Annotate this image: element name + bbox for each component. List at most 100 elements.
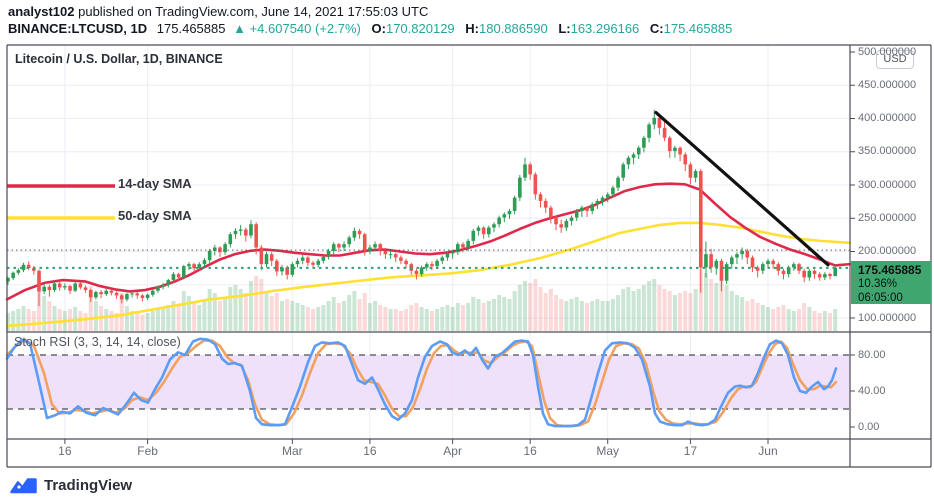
candle-body (176, 274, 181, 278)
volume-bar (424, 309, 429, 331)
sma50-label[interactable]: 50-day SMA (118, 208, 192, 223)
candle-body (523, 164, 527, 178)
volume-bar (140, 315, 145, 331)
volume-bar (662, 289, 667, 331)
candle-body (430, 264, 434, 267)
volume-bar (285, 299, 290, 331)
low-value: 163.296166 (570, 21, 640, 36)
chart-title: Litecoin / U.S. Dollar, 1D, BINANCE (15, 52, 223, 66)
volume-bar (781, 305, 786, 331)
candle-body (745, 250, 750, 258)
candle-body (378, 244, 383, 251)
volume-bar (807, 307, 812, 331)
volume-bar (171, 301, 176, 331)
volume-bar (724, 285, 729, 331)
candle-body (766, 260, 770, 265)
candle-body (461, 244, 465, 248)
high-value: 180.886590 (479, 21, 548, 36)
candle-body (450, 252, 455, 254)
volume-bar (342, 301, 347, 331)
volume-bar (321, 305, 326, 331)
volume-bar (791, 311, 796, 331)
candle-body (512, 197, 517, 211)
candle-body (6, 278, 10, 282)
stoch-tick-label: 80.00 (858, 348, 886, 361)
volume-bar (93, 301, 98, 331)
candle-body (249, 224, 253, 236)
volume-bar (797, 309, 802, 331)
volume-bar (802, 303, 807, 331)
sma14-label[interactable]: 14-day SMA (118, 176, 192, 191)
footer-brand[interactable]: TradingView (10, 476, 132, 494)
candle-body (435, 260, 439, 267)
symbol-name[interactable]: BINANCE:LTCUSD, 1D (8, 21, 148, 36)
currency-badge[interactable]: USD (876, 50, 914, 69)
volume-bar (233, 285, 238, 331)
volume-bar (217, 301, 222, 331)
volume-bar (765, 307, 770, 331)
candle-body (688, 164, 693, 178)
candle-body (771, 260, 775, 265)
stoch-tick-label: 0.00 (858, 420, 880, 433)
candle-body (569, 217, 574, 221)
candle-body (683, 154, 688, 165)
byline-text: published on TradingView.com, June 14, 2… (74, 4, 429, 19)
volume-bar (435, 309, 440, 331)
candle-body (574, 210, 579, 218)
volume-bar (590, 301, 595, 331)
volume-bar (202, 301, 207, 331)
candle-body (316, 260, 320, 265)
volume-bar (254, 276, 259, 331)
volume-bar (698, 269, 703, 331)
candle-body (42, 286, 46, 292)
candle-body (393, 254, 398, 258)
candle-body (476, 227, 481, 231)
candle-body (528, 164, 532, 175)
candle-body (331, 244, 336, 251)
volume-bar (579, 301, 584, 331)
candle-body (802, 270, 806, 278)
volume-bar (135, 313, 140, 331)
volume-bar (564, 301, 569, 331)
volume-bar (621, 289, 626, 331)
candle-body (362, 234, 367, 251)
candle-body (631, 154, 636, 158)
close-label: C: (649, 21, 664, 36)
candle-body (264, 254, 269, 265)
candle-body (150, 290, 155, 295)
volume-bar (280, 301, 285, 331)
volume-bar (502, 297, 507, 331)
volume-bar (569, 299, 574, 331)
volume-bar (16, 309, 21, 331)
volume-bar (88, 286, 93, 331)
time-tick-label: Feb (137, 444, 158, 458)
candle-body (554, 217, 558, 225)
candle-body (481, 227, 486, 235)
time-tick-label: 17 (683, 444, 698, 458)
candle-body (202, 260, 207, 265)
volume-bar (740, 297, 745, 331)
candle-body (78, 283, 83, 288)
candle-body (698, 171, 703, 268)
candle-body (466, 240, 470, 248)
volume-bar (786, 309, 791, 331)
candle-body (311, 262, 315, 265)
candle-body (662, 127, 667, 138)
candle-body (321, 256, 326, 261)
candle-body (502, 214, 507, 218)
candle-body (564, 220, 569, 228)
volume-bar (336, 303, 341, 331)
candle-body (559, 224, 563, 228)
candle-body (792, 264, 796, 268)
time-tick-label: May (596, 444, 620, 458)
volume-bar (709, 279, 714, 331)
candle-body (99, 292, 103, 295)
volume-bar (362, 293, 367, 331)
volume-bar (114, 313, 119, 331)
volume-bar (693, 289, 698, 331)
candle-body (652, 117, 657, 125)
volume-bar (326, 301, 331, 331)
stoch-rsi-label[interactable]: Stoch RSI (3, 3, 14, 14, close) (14, 335, 181, 349)
candle-body (605, 194, 610, 198)
